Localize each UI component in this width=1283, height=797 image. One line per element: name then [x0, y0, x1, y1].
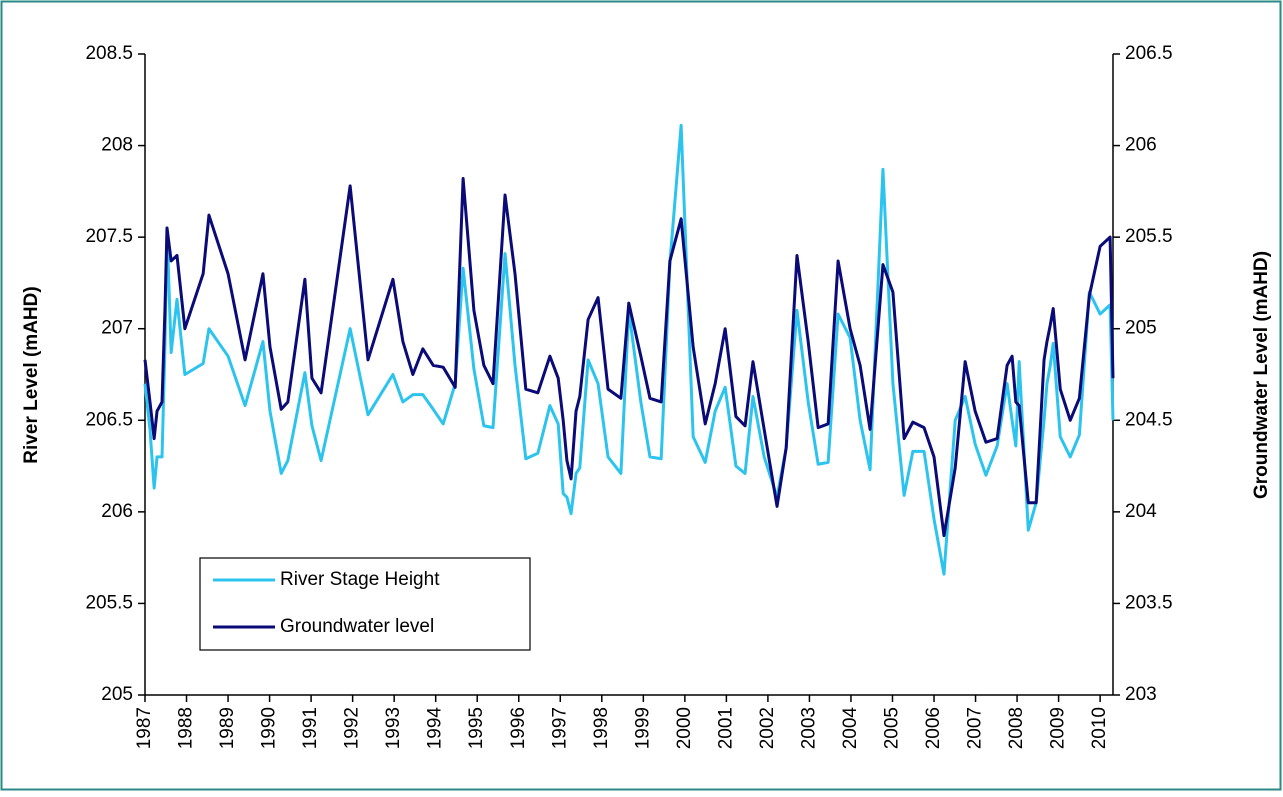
y-tick-label: 205.5 — [85, 592, 133, 613]
y-tick-label: 207 — [101, 318, 133, 339]
x-tick-label: 2005 — [882, 707, 903, 749]
x-tick-label: 2010 — [1089, 707, 1110, 749]
x-tick-label: 1992 — [342, 707, 363, 749]
y2-tick-label: 204.5 — [1125, 409, 1173, 430]
y2-tick-label: 206.5 — [1125, 43, 1173, 64]
x-tick-label: 1996 — [508, 707, 529, 749]
y-tick-label: 208 — [101, 135, 133, 156]
y2-tick-label: 206 — [1125, 135, 1157, 156]
x-tick-label: 1994 — [425, 707, 446, 750]
y2-tick-label: 204 — [1125, 501, 1157, 522]
x-tick-label: 1987 — [134, 707, 155, 749]
y-tick-label: 207.5 — [85, 226, 133, 247]
y2-tick-label: 203 — [1125, 684, 1157, 705]
series-line — [143, 177, 1115, 538]
y-axis-title: River Level (mAHD) — [21, 286, 42, 463]
y-tick-label: 205 — [101, 684, 133, 705]
x-tick-label: 1993 — [383, 707, 404, 749]
x-tick-label: 2002 — [757, 707, 778, 749]
x-tick-label: 1990 — [259, 707, 280, 749]
x-tick-label: 2003 — [798, 707, 819, 749]
legend-label: Groundwater level — [280, 616, 434, 637]
x-tick-label: 2000 — [674, 707, 695, 749]
y2-tick-label: 203.5 — [1125, 592, 1173, 613]
x-tick-label: 1995 — [466, 707, 487, 749]
x-tick-label: 1988 — [176, 707, 197, 749]
x-tick-label: 2006 — [923, 707, 944, 749]
x-tick-label: 2004 — [840, 707, 861, 750]
y2-axis-title: Groundwater Level (mAHD) — [1251, 251, 1272, 499]
x-tick-label: 1991 — [300, 707, 321, 749]
x-tick-label: 1997 — [549, 707, 570, 749]
y-tick-label: 208.5 — [85, 43, 133, 64]
y-tick-label: 206.5 — [85, 409, 133, 430]
legend-label: River Stage Height — [280, 569, 440, 590]
x-tick-label: 2008 — [1006, 707, 1027, 749]
y2-tick-label: 205.5 — [1125, 226, 1173, 247]
x-tick-label: 2007 — [965, 707, 986, 749]
y-tick-label: 206 — [101, 501, 133, 522]
legend-box — [199, 557, 531, 651]
x-tick-label: 2009 — [1048, 707, 1069, 749]
x-tick-label: 2001 — [715, 707, 736, 749]
y2-tick-label: 205 — [1125, 318, 1157, 339]
x-tick-label: 1998 — [591, 707, 612, 749]
x-tick-label: 1989 — [217, 707, 238, 749]
x-tick-label: 1999 — [632, 707, 653, 749]
